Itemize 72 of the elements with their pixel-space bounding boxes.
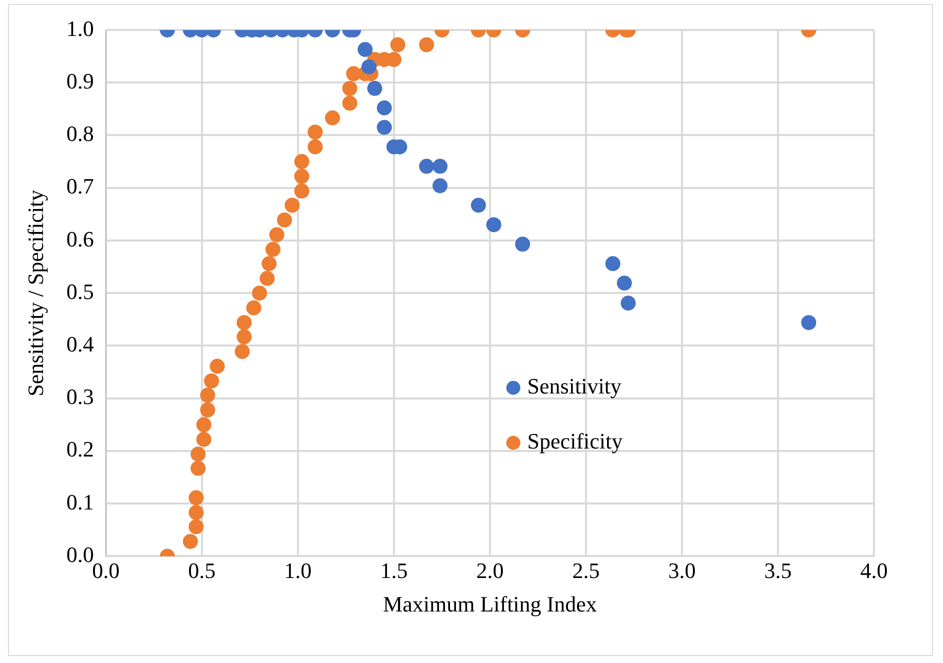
point (294, 168, 310, 184)
point (284, 198, 300, 213)
point (486, 217, 502, 232)
point (196, 417, 212, 432)
x-tick-label: 0.0 (92, 558, 120, 584)
point (470, 198, 486, 213)
point (236, 329, 252, 344)
x-tick-label: 1.5 (380, 558, 408, 584)
point (324, 110, 340, 126)
point (361, 59, 376, 74)
point (265, 242, 280, 257)
point (234, 344, 250, 360)
x-tick-label: 3.0 (668, 558, 696, 584)
point (294, 154, 310, 170)
point (182, 534, 198, 549)
point (358, 42, 373, 57)
point (419, 158, 434, 174)
legend-label: Sensitivity (527, 374, 622, 399)
point (605, 256, 620, 272)
point (260, 270, 275, 286)
point (269, 227, 284, 242)
point (342, 80, 358, 96)
point (419, 37, 434, 52)
point (515, 236, 530, 252)
point (308, 139, 323, 154)
point (236, 315, 252, 330)
point (188, 519, 204, 534)
x-tick-label: 4.0 (860, 558, 888, 584)
point (801, 315, 816, 330)
point (620, 296, 636, 311)
x-tick-label: 2.0 (476, 558, 504, 584)
point (200, 402, 216, 418)
point (616, 276, 632, 291)
point (190, 446, 206, 462)
point (276, 212, 292, 228)
point (188, 505, 204, 520)
y-tick-label: 0.5 (66, 278, 94, 304)
point (210, 358, 225, 374)
y-axis-title: Sensitivity / Specificity (22, 190, 48, 396)
y-tick-label: 0.2 (66, 436, 94, 462)
y-tick-label: 0.7 (66, 174, 94, 199)
point (196, 432, 212, 447)
point (432, 158, 448, 174)
point (432, 178, 448, 194)
legend-label: Specificity (527, 428, 623, 454)
point (262, 256, 277, 272)
x-tick-label: 1.0 (284, 558, 312, 584)
y-tick-label: 0.9 (66, 68, 94, 94)
y-tick-label: 0.1 (66, 489, 94, 514)
point (376, 100, 392, 116)
x-tick-label: 0.5 (188, 558, 216, 584)
point (367, 80, 382, 96)
point (390, 37, 406, 52)
x-axis-title: Maximum Lifting Index (383, 592, 597, 617)
point (294, 184, 310, 199)
point (342, 96, 358, 111)
y-tick-label: 1.0 (66, 16, 94, 41)
y-tick-label: 0.6 (66, 226, 94, 252)
point (308, 124, 323, 140)
point (188, 490, 204, 506)
y-tick-label: 0.8 (66, 121, 94, 146)
x-tick-label: 3.5 (764, 558, 792, 584)
point (376, 120, 392, 135)
point (200, 388, 216, 403)
y-tick-label: 0.4 (66, 332, 94, 356)
point (246, 300, 262, 316)
y-tick-label: 0.3 (66, 384, 94, 410)
point (190, 460, 206, 476)
x-tick-label: 2.5 (572, 558, 600, 584)
y-tick-label: 0.0 (66, 542, 94, 567)
point (252, 286, 268, 301)
point (204, 373, 220, 388)
